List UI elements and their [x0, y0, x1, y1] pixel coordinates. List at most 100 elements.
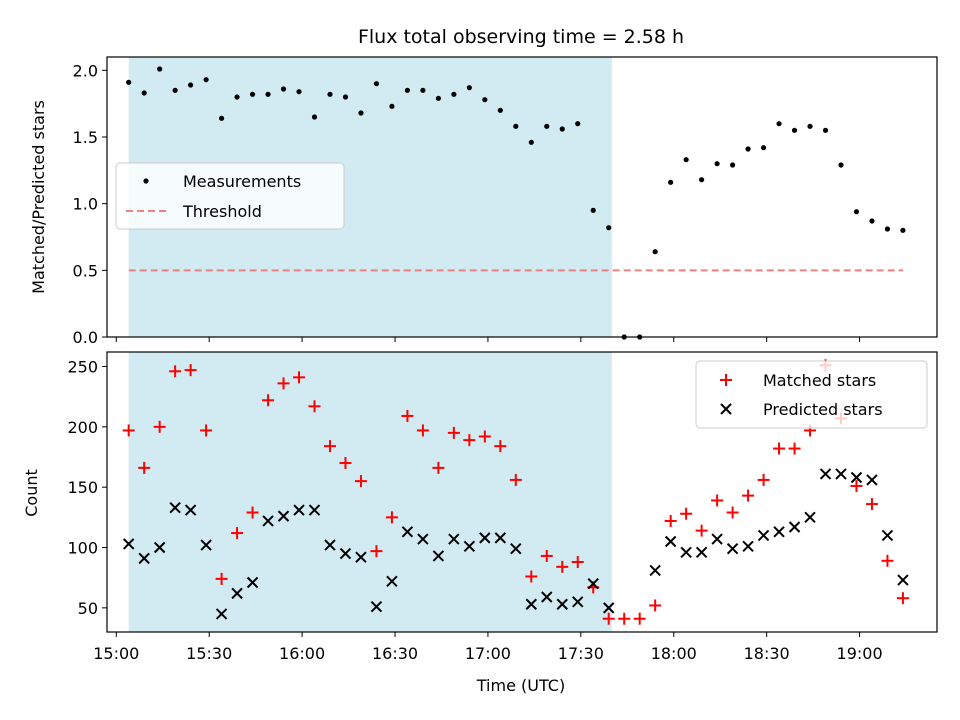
- bottom-y-tick-label: 250: [67, 357, 98, 376]
- measurement-point: [652, 249, 658, 255]
- predicted-star-point: [479, 532, 491, 544]
- matched-star-point: [571, 556, 584, 568]
- matched-star-point: [664, 514, 677, 527]
- measurement-point: [668, 179, 674, 185]
- measurement-point: [435, 95, 441, 101]
- measurement-point: [544, 123, 550, 129]
- predicted-star-point: [587, 578, 599, 590]
- matched-star-point: [293, 371, 306, 384]
- measurement-point: [807, 123, 813, 129]
- predicted-star-point: [572, 596, 584, 608]
- measurement-point: [203, 77, 209, 83]
- top-y-ticks: 0.0 0.5 1.0 1.5 2.0: [73, 61, 107, 347]
- bottom-y-tick-label: 200: [67, 418, 98, 437]
- top-legend: Measurements Threshold: [115, 162, 345, 230]
- predicted-star-point: [215, 608, 228, 620]
- predicted-star-point: [231, 587, 243, 600]
- matched-star-point: [432, 461, 445, 474]
- matched-star-point: [277, 377, 290, 390]
- measurement-point: [776, 121, 782, 127]
- measurement-point: [420, 87, 426, 93]
- measurement-point: [760, 145, 767, 151]
- measurement-point: [606, 225, 612, 231]
- predicted-star-point: [293, 504, 305, 516]
- predicted-star-point: [881, 529, 894, 542]
- matched-star-point: [525, 570, 538, 583]
- measurement-point: [729, 162, 736, 168]
- measurement-point: [466, 85, 472, 91]
- matched-star-point: [649, 599, 662, 612]
- predicted-star-point: [726, 543, 739, 555]
- matched-star-point: [215, 572, 228, 585]
- top-y-axis-label: Matched/Predicted stars: [29, 100, 48, 294]
- measurement-point: [234, 94, 240, 100]
- legend-measurements-label: Measurements: [183, 172, 301, 191]
- matched-star-point: [262, 394, 275, 407]
- measurement-point: [497, 107, 503, 113]
- matched-star-point: [416, 424, 429, 437]
- matched-star-point: [896, 592, 909, 605]
- matched-star-point: [323, 440, 336, 453]
- matched-star-point: [478, 430, 491, 443]
- matched-star-point: [231, 527, 244, 540]
- matched-star-point: [494, 440, 507, 453]
- measurement-point: [884, 226, 891, 232]
- top-panel: 0.00.51.01.52.0 Matched/Predicted stars …: [29, 56, 938, 347]
- predicted-star-point: [122, 538, 135, 550]
- predicted-star-point: [897, 574, 909, 586]
- measurement-point: [900, 227, 906, 233]
- predicted-star-point: [169, 501, 181, 514]
- measurement-point: [358, 110, 364, 116]
- predicted-star-point: [432, 550, 445, 562]
- predicted-star-point: [494, 532, 507, 544]
- bottom-y-tick-label: 150: [67, 478, 98, 497]
- x-tick-label: 18:00: [651, 644, 697, 663]
- predicted-star-point: [386, 575, 398, 588]
- predicted-star-point: [695, 546, 708, 559]
- predicted-star-point: [804, 511, 816, 524]
- bottom-panel: 50 100 150 200 250 15:00 15:30 16:00 16:30 17:00…: [22, 351, 938, 695]
- matched-star-point: [742, 489, 755, 502]
- predicted-star-point: [370, 600, 383, 613]
- x-axis-label: Time (UTC): [476, 676, 565, 695]
- predicted-star-point: [463, 540, 476, 553]
- x-tick-label: 15:30: [186, 644, 232, 663]
- legend-predicted-label: Predicted stars: [763, 400, 883, 419]
- measurement-point: [280, 86, 287, 92]
- measurement-point: [714, 161, 720, 167]
- matched-star-point: [773, 442, 786, 455]
- predicted-star-point: [417, 533, 429, 545]
- matched-star-point: [540, 549, 553, 562]
- matched-star-point: [865, 498, 878, 511]
- predicted-star-point: [541, 591, 553, 603]
- matched-star-point: [788, 442, 801, 455]
- top-axes-frame: [106, 56, 938, 338]
- predicted-star-point: [401, 526, 414, 538]
- predicted-star-point: [556, 598, 568, 610]
- predicted-star-point: [757, 529, 770, 542]
- predicted-star-point: [262, 515, 274, 527]
- predicted-star-point: [525, 598, 537, 610]
- legend-matched-marker: [720, 374, 732, 386]
- measurement-point: [451, 91, 457, 97]
- predicted-star-point: [680, 546, 692, 559]
- predicted-star-point: [448, 533, 460, 545]
- measurement-point: [141, 90, 147, 96]
- matched-star-point: [711, 494, 724, 507]
- x-tick-label: 16:30: [372, 644, 418, 663]
- x-tick-label: 19:00: [837, 644, 883, 663]
- predicted-star-point: [324, 539, 336, 551]
- measurement-point: [327, 91, 333, 97]
- bottom-axes-frame: [106, 351, 938, 633]
- x-tick-label: 15:00: [93, 644, 139, 663]
- predicted-star-point: [835, 468, 847, 480]
- measurement-point: [745, 146, 751, 152]
- measurement-point: [838, 162, 844, 168]
- predicted-star-point: [308, 504, 321, 516]
- predicted-star-point: [649, 564, 661, 577]
- matched-star-point: [339, 457, 352, 470]
- top-y-tick-label: 0.0: [73, 328, 98, 347]
- measurement-point: [513, 123, 519, 129]
- predicted-star-point: [339, 547, 352, 560]
